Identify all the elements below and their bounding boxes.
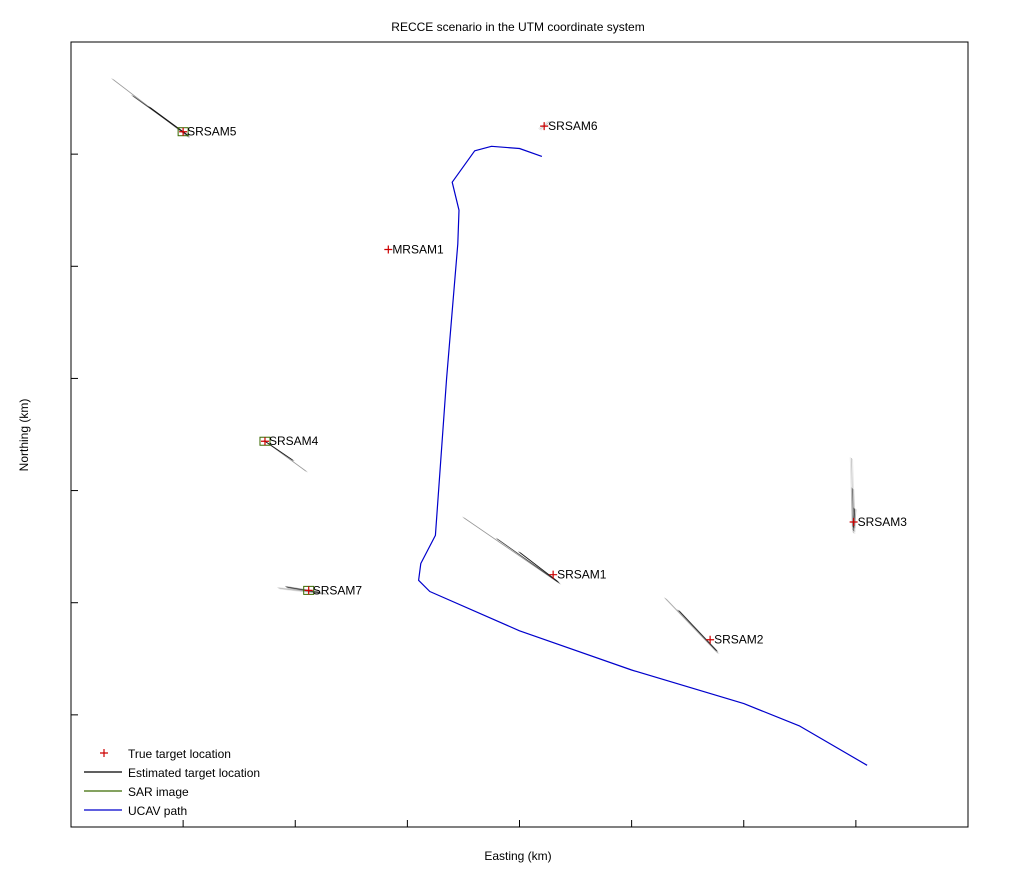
target-srsam7: SRSAM7: [277, 583, 362, 597]
legend-item-true: True target location: [100, 747, 231, 761]
estimate-streak: [519, 551, 558, 582]
true-location-marker: [304, 586, 313, 595]
true-location-marker: [706, 635, 715, 644]
estimate-streak: [854, 509, 857, 529]
estimate-streak: [663, 597, 718, 653]
estimate-streak: [679, 611, 719, 653]
target-srsam5: SRSAM5: [111, 77, 237, 139]
legend-item-est: Estimated target location: [84, 766, 260, 780]
legend-swatch: [100, 749, 108, 757]
target-label: MRSAM1: [392, 242, 444, 256]
true-location-marker: [179, 127, 188, 136]
estimate-streak: [496, 538, 559, 583]
true-location-marker: [549, 570, 558, 579]
estimate-streak: [463, 517, 561, 584]
target-srsam2: SRSAM2: [663, 597, 764, 655]
estimate-streak: [498, 539, 561, 584]
legend-item-ucav: UCAV path: [84, 804, 187, 818]
estimate-streak: [287, 587, 322, 594]
target-label: SRSAM2: [714, 633, 764, 647]
target-srsam1: SRSAM1: [462, 516, 607, 585]
legend: True target location Estimated target loc…: [84, 747, 260, 818]
chart-title: RECCE scenario in the UTM coordinate sys…: [391, 20, 644, 34]
estimate-streak: [278, 587, 326, 595]
target-label: SRSAM4: [269, 434, 319, 448]
estimate-streak: [850, 487, 853, 531]
legend-label: UCAV path: [128, 804, 187, 818]
legend-label: Estimated target location: [128, 766, 260, 780]
true-location-marker: [849, 517, 858, 526]
estimate-streak: [520, 552, 560, 583]
target-srsam4: SRSAM4: [259, 434, 319, 473]
true-location-marker: [260, 437, 269, 446]
ucav-path-layer: [418, 145, 868, 766]
y-axis-label: Northing (km): [17, 399, 31, 472]
ucav-path-line: [418, 145, 868, 766]
legend-item-sar: SAR image: [84, 785, 189, 799]
estimate-streak: [265, 441, 295, 462]
estimate-streak: [285, 585, 319, 593]
true-location-marker: [384, 245, 393, 254]
estimate-streak: [666, 598, 720, 655]
estimate-streak: [149, 106, 188, 136]
target-label: SRSAM3: [858, 515, 908, 529]
target-srsam6: SRSAM6: [538, 119, 598, 133]
legend-label: SAR image: [128, 785, 189, 799]
target-label: SRSAM1: [557, 568, 607, 582]
estimate-streak: [849, 457, 853, 533]
estimate-streak: [462, 516, 559, 584]
x-axis-label: Easting (km): [484, 849, 551, 863]
target-mrsam1: MRSAM1: [384, 242, 444, 256]
estimate-streak: [664, 597, 719, 654]
estimate-streak: [279, 588, 327, 595]
target-label: SRSAM7: [313, 583, 363, 597]
estimate-streak: [464, 517, 562, 585]
target-srsam3: SRSAM3: [849, 457, 908, 534]
true-location-marker: [540, 122, 549, 131]
estimate-streak: [286, 586, 320, 594]
axes-box: [70, 41, 969, 828]
estimate-streak: [538, 120, 549, 129]
legend-label: True target location: [128, 747, 231, 761]
targets-layer: SRSAM5 SRSAM6 MRSAM1 SRSAM4 SRSAM7 SRSAM1 SRSA…: [111, 77, 908, 655]
estimate-streak: [678, 610, 718, 652]
target-label: SRSAM6: [548, 119, 598, 133]
target-label: SRSAM5: [187, 125, 237, 139]
axis-ticks: [70, 41, 969, 828]
estimate-streak: [852, 507, 854, 527]
